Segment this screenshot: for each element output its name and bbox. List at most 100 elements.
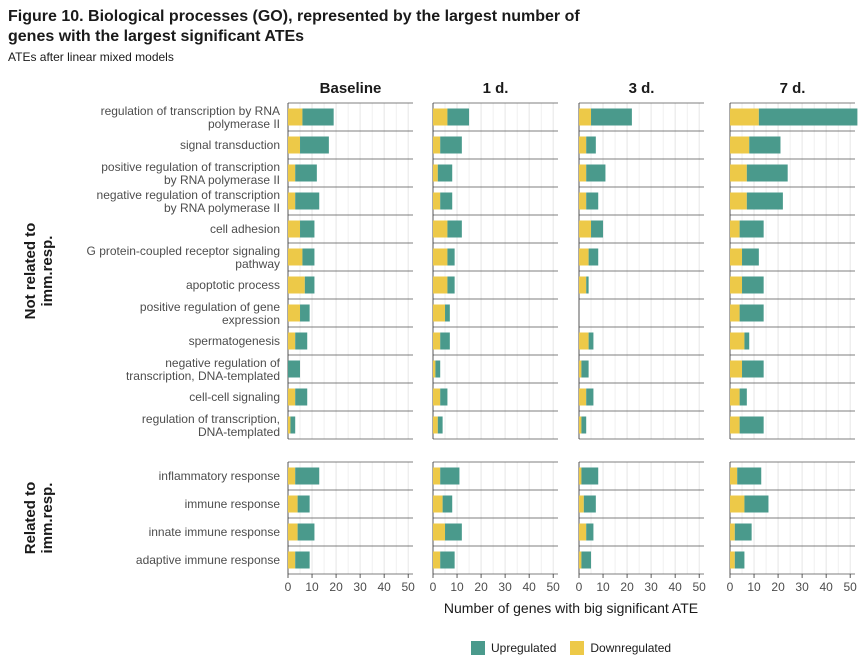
category-label-cell-cell-signaling: cell-cell signaling (189, 390, 280, 404)
bar-downregulated (433, 108, 448, 126)
category-label-regulation-of-transcription-dna-templated: regulation of transcription, DNA-template… (142, 412, 280, 439)
bar-downregulated (579, 360, 582, 378)
bar-upregulated (586, 164, 606, 182)
bar-upregulated (295, 332, 308, 350)
bar-downregulated (579, 248, 589, 266)
bar-downregulated (288, 551, 296, 569)
bar-upregulated (445, 304, 450, 322)
bar-downregulated (579, 551, 582, 569)
bar-downregulated (730, 416, 740, 434)
category-label-g-protein-coupled-receptor-signaling-pathway: G protein-coupled receptor signaling path… (87, 244, 280, 271)
bar-downregulated (579, 108, 592, 126)
bar-upregulated (742, 360, 764, 378)
bar-upregulated (744, 495, 769, 513)
bar-downregulated (433, 388, 441, 406)
bar-upregulated (297, 495, 310, 513)
category-label-immune-response: immune response (185, 497, 281, 511)
bar-upregulated (742, 276, 764, 294)
bar-downregulated (433, 360, 436, 378)
bar-upregulated (440, 467, 460, 485)
bar-downregulated (288, 108, 303, 126)
bar-downregulated (579, 332, 589, 350)
bar-upregulated (581, 467, 599, 485)
bar-upregulated (586, 523, 594, 541)
bar-downregulated (433, 164, 438, 182)
bar-upregulated (295, 467, 320, 485)
x-tick-label: 10 (450, 580, 464, 594)
bar-upregulated (581, 416, 587, 434)
x-tick-label: 10 (596, 580, 610, 594)
bar-downregulated (579, 276, 587, 294)
bar-upregulated (586, 136, 596, 154)
bar-downregulated (579, 495, 584, 513)
bar-upregulated (440, 192, 453, 210)
bar-upregulated (445, 523, 462, 541)
bar-upregulated (591, 220, 604, 238)
bar-upregulated (586, 192, 599, 210)
x-tick-label: 30 (795, 580, 809, 594)
legend-swatch-downregulated (570, 641, 585, 655)
x-tick-label: 0 (285, 580, 292, 594)
bar-downregulated (433, 551, 441, 569)
x-tick-label: 10 (305, 580, 319, 594)
bar-downregulated (579, 192, 587, 210)
bar-upregulated (447, 220, 462, 238)
x-tick-label: 20 (329, 580, 343, 594)
bar-downregulated (579, 220, 592, 238)
bar-upregulated (581, 551, 592, 569)
bar-downregulated (730, 248, 743, 266)
category-label-adaptive-immune-response: adaptive immune response (136, 553, 280, 567)
x-tick-label: 50 (844, 580, 858, 594)
panel-header-7-d: 7 d. (780, 80, 806, 97)
x-tick-label: 40 (522, 580, 536, 594)
bar-upregulated (295, 388, 308, 406)
bar-downregulated (730, 304, 740, 322)
bar-upregulated (300, 304, 310, 322)
bar-upregulated (440, 551, 455, 569)
x-axis-label: Number of genes with big significant ATE (444, 600, 698, 616)
bar-upregulated (447, 276, 455, 294)
bar-upregulated (304, 276, 315, 294)
panel-header-1-d: 1 d. (483, 80, 509, 97)
bar-downregulated (579, 523, 587, 541)
category-label-spermatogenesis: spermatogenesis (189, 334, 280, 348)
legend-label-upregulated: Upregulated (491, 641, 557, 655)
bar-upregulated (734, 551, 745, 569)
bar-upregulated (295, 164, 317, 182)
bar-downregulated (730, 276, 743, 294)
bar-downregulated (288, 276, 305, 294)
bar-upregulated (288, 360, 301, 378)
bar-downregulated (730, 164, 747, 182)
bar-downregulated (579, 388, 587, 406)
category-label-signal-transduction: signal transduction (180, 138, 280, 152)
bar-upregulated (300, 136, 329, 154)
bar-upregulated (739, 388, 747, 406)
bar-downregulated (730, 495, 745, 513)
bar-downregulated (433, 416, 438, 434)
bar-upregulated (295, 551, 310, 569)
x-tick-label: 40 (668, 580, 682, 594)
bar-upregulated (742, 248, 759, 266)
bar-downregulated (288, 388, 296, 406)
category-label-negative-regulation-of-transcription-by-rna-polymerase-ii: negative regulation of transcription by R… (97, 188, 280, 215)
x-tick-label: 30 (498, 580, 512, 594)
bar-upregulated (591, 108, 632, 126)
bar-downregulated (579, 467, 582, 485)
bar-upregulated (739, 416, 764, 434)
bar-downregulated (288, 495, 298, 513)
bar-upregulated (739, 220, 764, 238)
x-tick-label: 20 (620, 580, 634, 594)
bar-upregulated (440, 388, 448, 406)
bar-upregulated (435, 360, 441, 378)
bar-upregulated (440, 332, 450, 350)
category-label-positive-regulation-of-gene-expression: positive regulation of gene expression (140, 300, 280, 327)
bar-downregulated (288, 416, 291, 434)
bar-downregulated (730, 136, 750, 154)
bar-upregulated (302, 108, 334, 126)
bar-downregulated (730, 220, 740, 238)
x-tick-label: 0 (727, 580, 734, 594)
panel-header-3-d: 3 d. (629, 80, 655, 97)
bar-upregulated (442, 495, 453, 513)
bar-upregulated (302, 248, 315, 266)
bar-downregulated (288, 467, 296, 485)
